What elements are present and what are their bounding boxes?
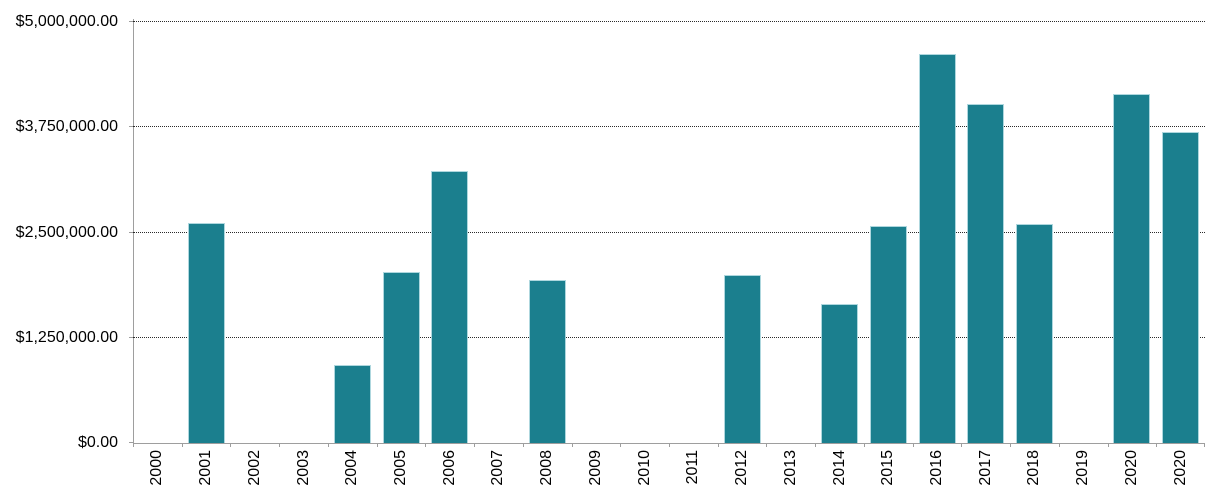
x-axis-tick bbox=[864, 443, 865, 447]
y-axis-tick bbox=[129, 232, 133, 233]
x-axis-tick bbox=[230, 443, 231, 447]
x-axis-tick bbox=[572, 443, 573, 447]
x-axis-tick-label: 2019 bbox=[1074, 450, 1091, 486]
x-axis-tick-label: 2008 bbox=[538, 450, 555, 486]
bar-2001 bbox=[188, 223, 225, 443]
x-axis-tick bbox=[913, 443, 914, 447]
x-axis-tick bbox=[474, 443, 475, 447]
bar-2017 bbox=[967, 104, 1004, 443]
x-axis-tick bbox=[620, 443, 621, 447]
x-axis-tick-label: 2020 bbox=[1172, 450, 1189, 486]
bar-2008 bbox=[529, 280, 566, 443]
x-axis-tick-label: 2013 bbox=[782, 450, 799, 486]
x-axis-tick-label: 2020 bbox=[1123, 450, 1140, 486]
x-axis-tick bbox=[961, 443, 962, 447]
x-axis-tick bbox=[279, 443, 280, 447]
x-axis-tick-label: 2010 bbox=[636, 450, 653, 486]
x-axis-tick-label: 2001 bbox=[197, 450, 214, 486]
x-axis-tick-label: 2017 bbox=[977, 450, 994, 486]
y-axis-tick-label: $3,750,000.00 bbox=[15, 118, 118, 135]
y-axis-tick bbox=[129, 21, 133, 22]
x-axis-tick bbox=[133, 443, 134, 447]
y-axis-tick-label: $0.00 bbox=[77, 434, 118, 451]
x-axis-tick bbox=[1010, 443, 1011, 447]
x-axis-tick-label: 2003 bbox=[295, 450, 312, 486]
x-axis-tick bbox=[1059, 443, 1060, 447]
bar-2006 bbox=[431, 171, 468, 443]
y-axis-line bbox=[133, 19, 134, 443]
bar-2018 bbox=[1016, 224, 1053, 443]
x-axis-tick-label: 2014 bbox=[831, 450, 848, 486]
x-axis-tick-label: 2006 bbox=[441, 450, 458, 486]
y-axis-tick bbox=[129, 442, 133, 443]
gridline bbox=[133, 232, 1205, 233]
gridline bbox=[133, 337, 1205, 338]
y-axis-tick-label: $1,250,000.00 bbox=[15, 329, 118, 346]
x-axis-tick bbox=[425, 443, 426, 447]
x-axis-tick bbox=[1156, 443, 1157, 447]
bar-2012 bbox=[724, 275, 761, 443]
bar-2014 bbox=[821, 304, 858, 443]
x-axis-tick bbox=[377, 443, 378, 447]
x-axis-tick-label: 2005 bbox=[392, 450, 409, 486]
x-axis-tick-label: 2016 bbox=[928, 450, 945, 486]
x-axis-tick-label: 2002 bbox=[246, 450, 263, 486]
bar-2016 bbox=[919, 54, 956, 443]
x-axis-tick-label: 2011 bbox=[684, 450, 701, 485]
bar-2005 bbox=[383, 272, 420, 443]
y-axis-tick-label: $2,500,000.00 bbox=[15, 224, 118, 241]
x-axis-tick bbox=[718, 443, 719, 447]
x-axis-tick-label: 2000 bbox=[148, 450, 165, 486]
bar-2015 bbox=[870, 226, 907, 443]
plot-area bbox=[133, 19, 1205, 447]
x-axis-tick-label: 2007 bbox=[489, 450, 506, 486]
x-axis-tick bbox=[766, 443, 767, 447]
bar-2020 bbox=[1162, 132, 1199, 443]
y-axis-tick-label: $5,000,000.00 bbox=[15, 13, 118, 30]
x-axis-tick bbox=[1108, 443, 1109, 447]
x-axis-tick-label: 2012 bbox=[733, 450, 750, 486]
y-axis-tick bbox=[129, 337, 133, 338]
y-axis-tick bbox=[129, 126, 133, 127]
bar-2020 bbox=[1113, 94, 1150, 443]
x-axis-tick bbox=[182, 443, 183, 447]
x-axis-tick-label: 2018 bbox=[1025, 450, 1042, 486]
x-axis-tick bbox=[523, 443, 524, 447]
x-axis-tick bbox=[328, 443, 329, 447]
x-axis-tick-label: 2009 bbox=[587, 450, 604, 486]
x-axis-tick-label: 2004 bbox=[343, 450, 360, 486]
bar-2004 bbox=[334, 365, 371, 443]
x-axis-tick bbox=[669, 443, 670, 447]
x-axis-tick bbox=[815, 443, 816, 447]
gridline bbox=[133, 21, 1205, 22]
gridline bbox=[133, 126, 1205, 127]
x-axis-tick-label: 2015 bbox=[879, 450, 896, 486]
x-axis-tick bbox=[1204, 443, 1205, 447]
